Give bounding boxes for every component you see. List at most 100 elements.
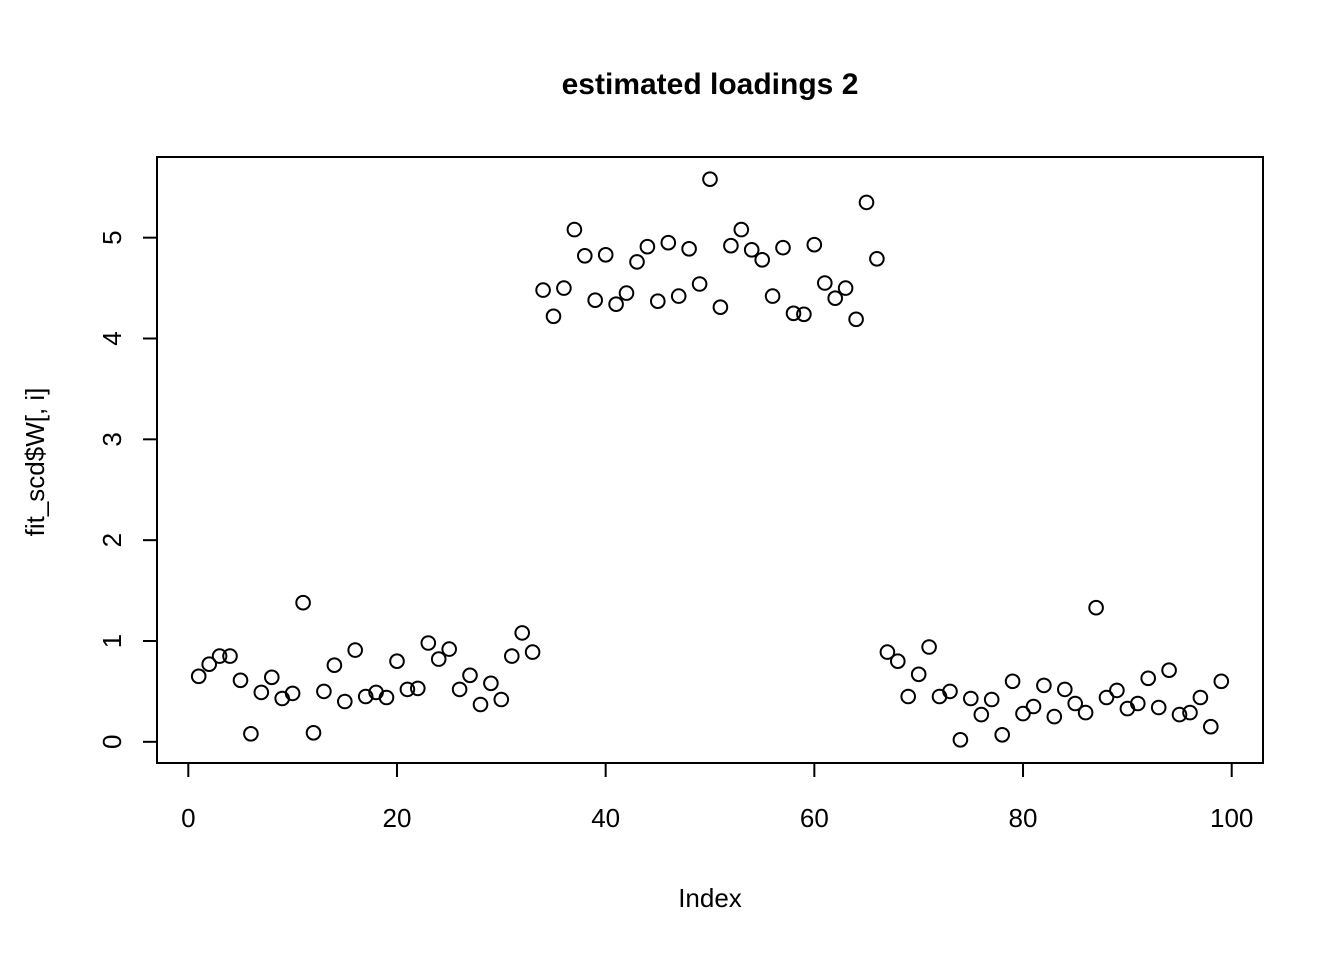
scatter-point	[910, 666, 927, 683]
scatter-point	[190, 668, 207, 685]
scatter-point	[650, 293, 666, 310]
scatter-point	[775, 239, 791, 256]
scatter-point	[963, 690, 979, 707]
scatter-point	[211, 648, 228, 664]
scatter-point	[983, 691, 1000, 708]
scatter-point	[681, 241, 697, 257]
scatter-point	[712, 299, 729, 316]
scatter-point	[629, 254, 645, 270]
scatter-point	[608, 296, 624, 313]
scatter-point	[305, 725, 322, 741]
x-tick-label: 40	[591, 803, 620, 833]
y-tick-label: 1	[97, 634, 127, 648]
scatter-point	[264, 669, 280, 686]
scatter-point	[806, 236, 823, 253]
scatter-point	[232, 672, 249, 689]
scatter-point	[597, 247, 614, 263]
scatter-point	[295, 594, 311, 611]
scatter-point	[618, 285, 635, 301]
scatter-point	[430, 651, 447, 667]
y-axis-ticks: 0 1 2 3 4 5	[97, 230, 157, 749]
y-tick-label: 5	[97, 230, 127, 244]
scatter-point	[420, 635, 437, 651]
scatter-point	[1192, 689, 1209, 706]
scatter-point	[639, 238, 656, 255]
scatter-point	[1140, 670, 1156, 687]
scatter-point	[796, 306, 812, 323]
scatter-point	[1046, 708, 1063, 725]
scatter-point	[817, 275, 833, 291]
y-tick-label: 2	[97, 533, 127, 547]
scatter-point	[253, 684, 270, 701]
scatter-point	[378, 689, 395, 706]
scatter-point	[1025, 698, 1042, 715]
scatter-point	[691, 276, 708, 292]
plot-title: estimated loadings 2	[562, 68, 859, 101]
scatter-point	[1161, 662, 1177, 679]
x-tick-label: 0	[181, 803, 195, 833]
scatter-point	[504, 648, 520, 664]
y-tick-label: 3	[97, 432, 127, 446]
scatter-point	[462, 667, 478, 684]
scatter-point	[1015, 705, 1031, 722]
scatter-point	[1077, 704, 1094, 721]
scatter-point	[1203, 718, 1219, 735]
scatter-point	[973, 706, 990, 723]
scatter-point	[545, 308, 562, 325]
scatter-point	[1057, 681, 1073, 698]
scatter-point	[222, 648, 238, 664]
y-tick-label: 0	[97, 735, 127, 749]
scatter-point	[848, 311, 864, 328]
scatter-point	[1088, 599, 1104, 616]
scatter-point	[493, 691, 510, 708]
scatter-point	[660, 234, 677, 251]
scatter-point	[201, 656, 217, 673]
scatter-point	[670, 288, 687, 304]
scatter-point	[1150, 699, 1167, 716]
x-tick-label: 20	[383, 803, 412, 833]
scatter-point	[869, 250, 885, 267]
x-axis-label: Index	[678, 883, 742, 913]
scatter-point	[754, 251, 771, 268]
x-tick-label: 60	[800, 803, 829, 833]
scatter-point	[357, 688, 374, 705]
scatter-point	[441, 641, 458, 657]
scatter-point	[890, 653, 906, 670]
scatter-point	[921, 639, 937, 655]
scatter-point	[1171, 706, 1188, 723]
scatter-point	[1098, 689, 1115, 706]
scatter-point	[785, 305, 802, 322]
scatter-point	[879, 644, 896, 660]
scatter-point	[326, 657, 343, 674]
scatter-point	[1067, 695, 1083, 712]
x-tick-label: 80	[1009, 803, 1038, 833]
scatter-point	[410, 680, 426, 697]
scatter-point	[566, 221, 583, 238]
scatter-point	[1213, 673, 1230, 690]
scatter-point	[858, 194, 875, 211]
scatter-point	[524, 644, 541, 660]
scatter-point	[483, 675, 499, 692]
scatter-point	[1036, 677, 1052, 694]
scatter-point	[577, 248, 593, 264]
scatter-point	[733, 221, 750, 238]
scatter-point	[347, 642, 364, 658]
y-axis-label: fit_scd$W[, i]	[20, 388, 50, 537]
plot-box	[156, 156, 1264, 764]
scatter-point	[316, 683, 332, 700]
scatter-point	[472, 696, 489, 713]
scatter-point	[837, 280, 854, 296]
scatter-point	[743, 242, 760, 258]
scatter-point	[243, 726, 259, 742]
scatter-point	[284, 685, 301, 702]
scatter-point	[535, 282, 551, 298]
scatter-point	[556, 280, 572, 296]
scatter-point	[994, 727, 1011, 743]
scatter-point	[451, 681, 468, 698]
scatter-point	[337, 693, 353, 710]
scatter-point	[942, 683, 958, 700]
scatter-point	[587, 292, 604, 309]
scatter-point	[514, 625, 531, 641]
